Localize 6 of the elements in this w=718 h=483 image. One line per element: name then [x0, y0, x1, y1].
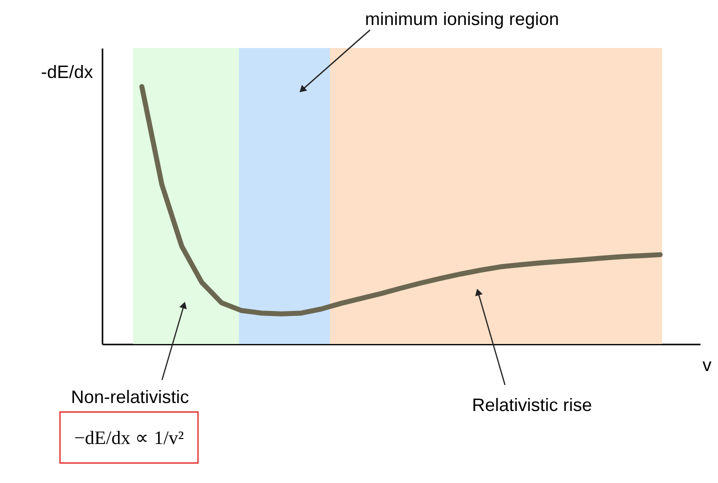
text: −dE/dx ∝ 1/v²: [74, 428, 184, 449]
y-axis-title: -dE/dx: [40, 62, 94, 82]
text: Relativistic rise: [472, 395, 592, 415]
text: minimum ionising region: [364, 9, 560, 29]
text: Non-relativistic: [70, 387, 190, 407]
x-axis-title: v: [702, 355, 712, 375]
